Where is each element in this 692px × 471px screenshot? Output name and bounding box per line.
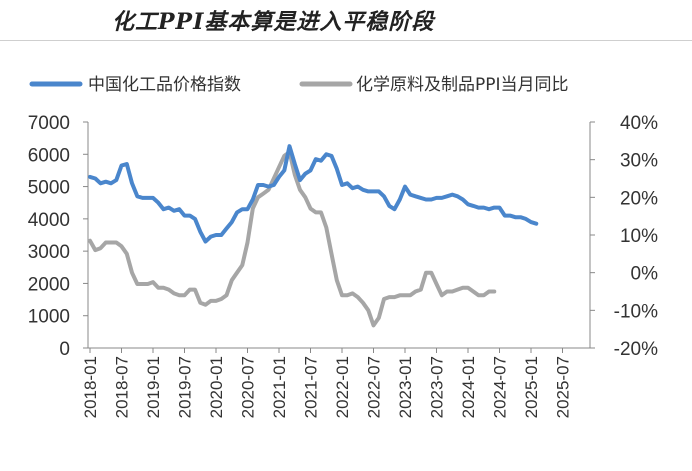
x-tick-label: 2024-07	[491, 356, 510, 418]
x-tick-label: 2018-07	[113, 356, 132, 418]
left-tick-label: 6000	[28, 145, 70, 166]
left-tick-label: 4000	[28, 210, 70, 231]
right-tick-label: 10%	[620, 226, 658, 247]
x-tick-label: 2021-07	[302, 356, 321, 418]
right-tick-label: 0%	[631, 264, 659, 285]
series-line-2	[88, 150, 497, 328]
series-line-1	[88, 144, 539, 244]
chart-title: 化工PPI基本算是进入平稳阶段	[112, 9, 435, 35]
legend-label-1: 中国化工品价格指数	[88, 75, 241, 95]
legend-label-2: 化学原料及制品PPI当月同比	[356, 75, 569, 95]
left-tick-label: 1000	[28, 307, 70, 328]
x-tick-label: 2023-07	[428, 356, 447, 418]
left-tick-label: 3000	[28, 242, 70, 263]
x-tick-label: 2025-07	[554, 356, 573, 418]
x-tick-label: 2022-01	[333, 356, 352, 418]
left-tick-label: 0	[59, 339, 70, 360]
x-tick-label: 2019-07	[176, 356, 195, 418]
right-axis-ticks: -20% -10% 0% 10% 20% 30% 40%	[614, 113, 658, 360]
legend: 中国化工品价格指数 化学原料及制品PPI当月同比	[29, 75, 569, 95]
x-tick-label: 2023-01	[396, 356, 415, 418]
right-tick-label: -20%	[614, 339, 658, 360]
axes	[83, 121, 595, 353]
right-tick-label: 20%	[620, 188, 658, 209]
right-tick-label: -10%	[614, 301, 658, 322]
series-layer	[88, 144, 539, 328]
left-tick-label: 7000	[28, 113, 70, 134]
x-tick-label: 2024-01	[459, 356, 478, 418]
title-divider	[0, 40, 692, 41]
x-tick-label: 2020-07	[239, 356, 258, 418]
right-tick-label: 30%	[620, 151, 658, 172]
x-tick-label: 2019-01	[144, 356, 163, 418]
left-tick-label: 2000	[28, 274, 70, 295]
x-axis-ticks: 2018-01 2018-07 2019-01 2019-07 2020-01 2020-…	[81, 356, 573, 418]
right-tick-label: 40%	[620, 113, 658, 134]
x-tick-label: 2021-01	[270, 356, 289, 418]
left-tick-label: 5000	[28, 178, 70, 199]
x-tick-label: 2022-07	[365, 356, 384, 418]
x-tick-label: 2018-01	[81, 356, 100, 418]
x-tick-label: 2025-01	[522, 356, 541, 418]
left-axis-ticks: 0 1000 2000 3000 4000 5000 6000 7000	[28, 113, 70, 360]
x-tick-label: 2020-01	[207, 356, 226, 418]
